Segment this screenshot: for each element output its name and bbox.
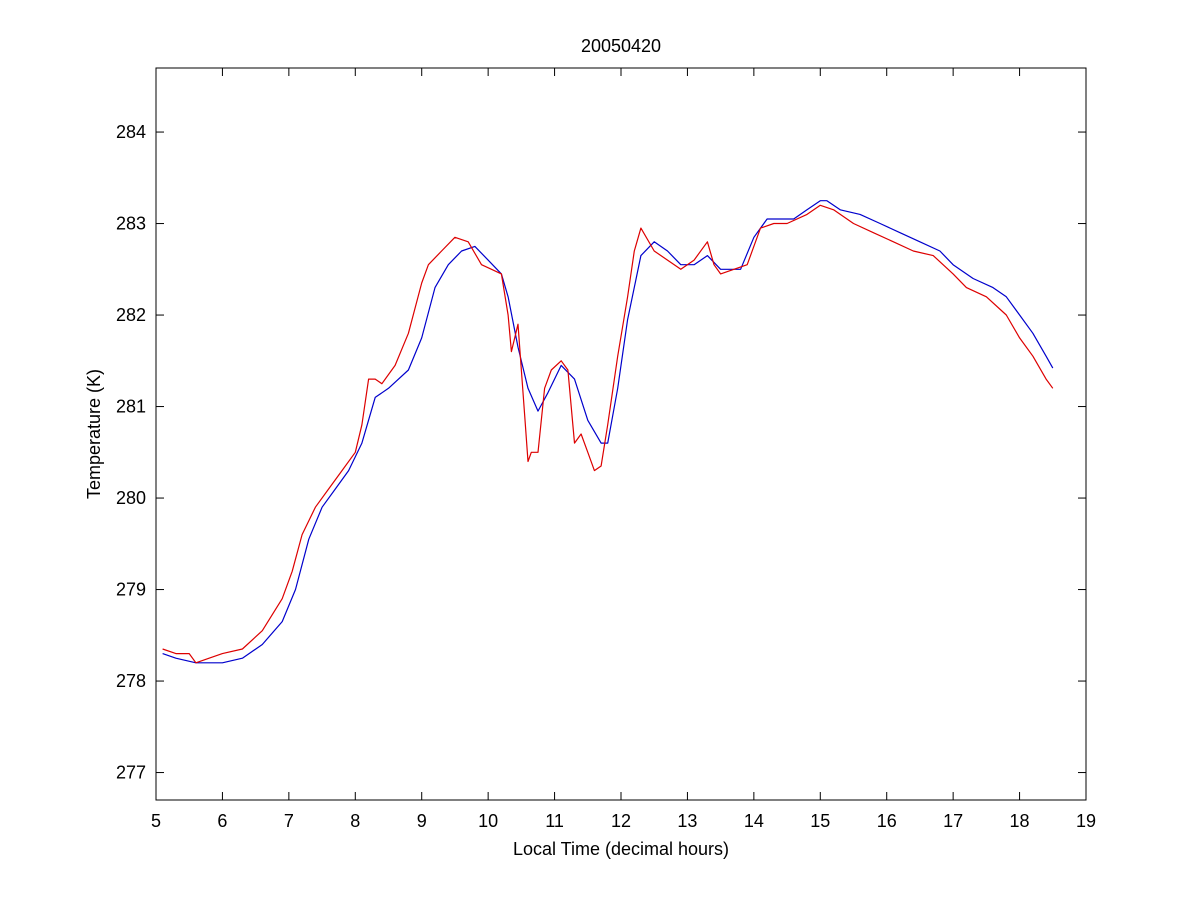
x-tick-label: 5 — [151, 811, 161, 831]
x-tick-label: 11 — [545, 811, 564, 831]
plot-layer — [162, 200, 1054, 664]
y-tick-label: 282 — [116, 305, 146, 325]
y-tick-label: 281 — [116, 397, 146, 417]
y-tick-label: 284 — [116, 122, 146, 142]
x-tick-label: 10 — [478, 811, 498, 831]
x-tick-label: 9 — [417, 811, 427, 831]
x-tick-label: 16 — [877, 811, 897, 831]
y-tick-label: 283 — [116, 214, 146, 234]
y-tick-label: 277 — [116, 763, 146, 783]
x-tick-label: 13 — [677, 811, 697, 831]
x-tick-label: 15 — [810, 811, 830, 831]
x-tick-label: 6 — [217, 811, 227, 831]
axes-layer: 5 6 7 8 9 10 11 12 13 14 15 16 17 18 19 277 278 279 280 281… — [116, 67, 1096, 831]
y-tick-label: 279 — [116, 580, 146, 600]
x-tick-label: 8 — [350, 811, 360, 831]
y-tick-label: 280 — [116, 488, 146, 508]
chart-title: 20050420 — [581, 36, 661, 56]
x-tick-label: 17 — [943, 811, 963, 831]
x-axis-label: Local Time (decimal hours) — [513, 839, 729, 859]
x-tick-label: 18 — [1010, 811, 1030, 831]
x-tick-label: 14 — [744, 811, 764, 831]
x-tick-label: 7 — [284, 811, 294, 831]
series-line-2 — [162, 204, 1054, 664]
y-axis-label: Temperature (K) — [84, 369, 104, 499]
series-line-1 — [162, 200, 1054, 664]
plot-frame — [155, 67, 1087, 801]
x-tick-label: 12 — [611, 811, 631, 831]
x-tick-label: 19 — [1076, 811, 1096, 831]
y-tick-label: 278 — [116, 671, 146, 691]
